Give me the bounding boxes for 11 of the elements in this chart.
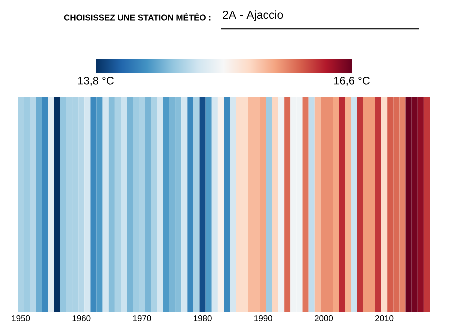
color-bar-label: 16,6 °C [334, 77, 370, 86]
chart-title: CHOISISSEZ UNE STATION MÉTÉO : [64, 13, 211, 21]
chart-subtitle: 2A - Ajaccio [223, 10, 284, 22]
x-tick-label: 1970 [133, 316, 152, 322]
x-tick-label: 1960 [72, 316, 91, 322]
x-tick-label: 1990 [254, 316, 272, 322]
color-bar-label: 13,8 °C [78, 77, 114, 86]
x-tick-label: 2010 [376, 316, 394, 322]
x-tick-label: 1950 [12, 316, 30, 322]
x-tick-label: 1980 [194, 316, 212, 322]
x-tick-label: 2000 [314, 316, 334, 322]
